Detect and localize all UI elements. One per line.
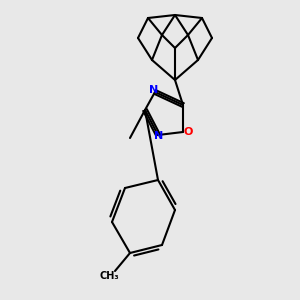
Text: N: N: [149, 85, 159, 95]
Text: N: N: [154, 131, 164, 141]
Text: CH₃: CH₃: [99, 271, 119, 281]
Text: O: O: [183, 127, 193, 137]
